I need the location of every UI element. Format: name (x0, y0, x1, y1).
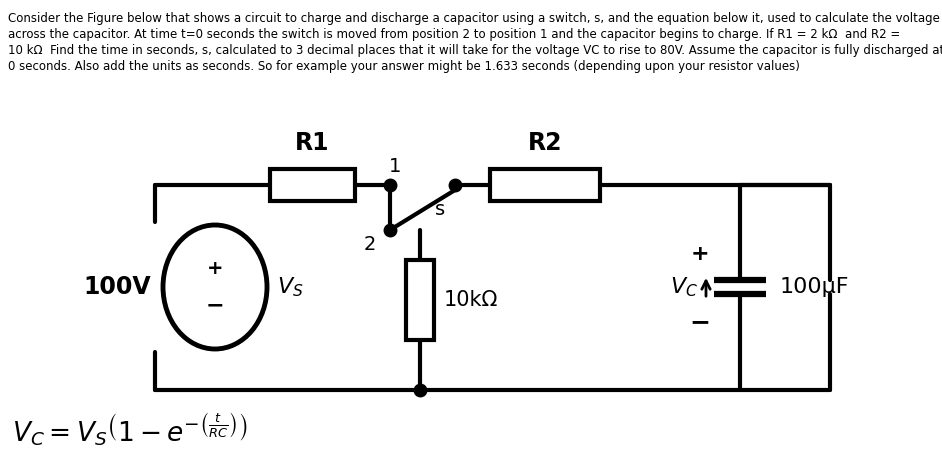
Text: $V_C$: $V_C$ (670, 275, 698, 299)
Text: +: + (206, 260, 223, 278)
Text: 0 seconds. Also add the units as seconds. So for example your answer might be 1.: 0 seconds. Also add the units as seconds… (8, 60, 800, 73)
Bar (270, 169, 355, 201)
Text: −: − (690, 310, 710, 334)
Text: −: − (205, 295, 224, 315)
Text: 100μF: 100μF (780, 277, 850, 297)
Bar (490, 169, 600, 201)
Bar (406, 260, 434, 340)
Text: across the capacitor. At time t=0 seconds the switch is moved from position 2 to: across the capacitor. At time t=0 second… (8, 28, 901, 41)
Text: $V_C = V_S\left(1-e^{-\left(\frac{t}{RC}\right)}\right)$: $V_C = V_S\left(1-e^{-\left(\frac{t}{RC}… (12, 412, 248, 448)
Text: 10kΩ: 10kΩ (444, 290, 498, 310)
Text: 10 kΩ  Find the time in seconds, s, calculated to 3 decimal places that it will : 10 kΩ Find the time in seconds, s, calcu… (8, 44, 942, 57)
Text: +: + (690, 244, 709, 264)
Text: s: s (434, 200, 445, 219)
Text: 1: 1 (389, 157, 401, 176)
Text: R1: R1 (295, 131, 330, 155)
Text: 100V: 100V (84, 275, 151, 299)
Text: R2: R2 (528, 131, 562, 155)
Text: $V_S$: $V_S$ (277, 275, 303, 299)
Text: 2: 2 (364, 235, 376, 254)
Text: Consider the Figure below that shows a circuit to charge and discharge a capacit: Consider the Figure below that shows a c… (8, 12, 940, 25)
